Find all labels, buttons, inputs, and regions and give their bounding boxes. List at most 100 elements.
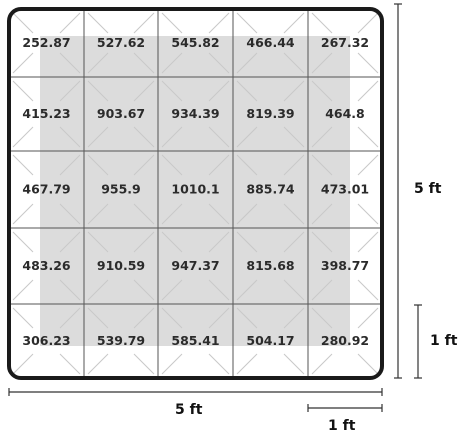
cell-diagonal — [12, 203, 34, 225]
cell-diagonal — [12, 12, 34, 34]
cell-diagonal — [208, 279, 230, 301]
cell-value: 306.23 — [22, 333, 70, 348]
cell-diagonal — [208, 353, 230, 375]
cell-diagonal — [208, 154, 230, 176]
cell-diagonal — [311, 154, 333, 176]
cell-diagonal — [87, 353, 109, 375]
cell-diagonal — [133, 307, 155, 329]
cell-diagonal — [87, 52, 109, 74]
cell-diagonal — [87, 307, 109, 329]
cell-diagonal — [357, 52, 379, 74]
cell-value: 934.39 — [171, 106, 219, 121]
unit-width-dimension: 1 ft — [307, 404, 383, 434]
cell-diagonal — [59, 353, 81, 375]
cell-value: 464.8 — [325, 106, 365, 121]
cell-diagonal — [161, 353, 183, 375]
cell-diagonal — [12, 154, 34, 176]
cell-diagonal — [357, 307, 379, 329]
cell-diagonal — [133, 353, 155, 375]
cell-diagonal — [283, 231, 305, 253]
cell-diagonal — [357, 12, 379, 34]
cell-diagonal — [12, 80, 34, 102]
cell-diagonal — [236, 279, 258, 301]
cell-value: 815.68 — [246, 258, 294, 273]
cell-value: 885.74 — [246, 182, 295, 197]
cell-value: 252.87 — [22, 35, 70, 50]
height-dimension-label: 5 ft — [414, 181, 442, 197]
cell-value: 467.79 — [22, 182, 70, 197]
cell-diagonal — [133, 203, 155, 225]
cell-diagonal — [59, 307, 81, 329]
cell-diagonal — [208, 307, 230, 329]
cell-diagonal — [133, 80, 155, 102]
cell-diagonal — [236, 12, 258, 34]
cell-diagonal — [161, 80, 183, 102]
cell-diagonal — [87, 126, 109, 148]
cell-diagonal — [283, 80, 305, 102]
cell-diagonal — [311, 279, 333, 301]
cell-diagonal — [87, 279, 109, 301]
cell-value: 539.79 — [97, 333, 145, 348]
cell-diagonal — [87, 80, 109, 102]
grid-lines-layer — [9, 9, 382, 378]
unit-width-dimension-label: 1 ft — [328, 418, 356, 434]
cell-diagonal — [283, 279, 305, 301]
cell-diagonal — [161, 154, 183, 176]
cell-value: 466.44 — [246, 35, 295, 50]
cell-diagonal — [59, 126, 81, 148]
cell-diagonal — [12, 353, 34, 375]
cell-diagonal — [357, 126, 379, 148]
cell-diagonal — [283, 154, 305, 176]
cell-diagonal — [283, 12, 305, 34]
cell-diagonal — [59, 52, 81, 74]
cell-value: 267.32 — [321, 35, 369, 50]
cell-diagonal — [12, 52, 34, 74]
cell-diagonal — [87, 203, 109, 225]
cell-diagonal — [87, 154, 109, 176]
unit-height-dimension: 1 ft — [414, 304, 458, 379]
cell-diagonal — [357, 231, 379, 253]
cell-value: 527.62 — [97, 35, 145, 50]
cell-diagonal — [283, 52, 305, 74]
cell-diagonal — [311, 126, 333, 148]
cell-diagonal — [87, 231, 109, 253]
cell-diagonal — [59, 203, 81, 225]
cell-diagonal — [283, 353, 305, 375]
cell-value: 280.92 — [321, 333, 369, 348]
cell-value: 473.01 — [321, 182, 369, 197]
cell-diagonal — [161, 307, 183, 329]
cell-diagonal — [357, 353, 379, 375]
cell-value: 504.17 — [246, 333, 294, 348]
cell-diagonal — [236, 307, 258, 329]
cell-diagonal — [236, 80, 258, 102]
cell-diagonal — [283, 126, 305, 148]
cell-diagonal — [208, 231, 230, 253]
cell-diagonal — [357, 80, 379, 102]
cell-diagonal — [87, 12, 109, 34]
cell-diagonal — [236, 353, 258, 375]
cell-value: 398.77 — [321, 258, 369, 273]
cell-value: 545.82 — [171, 35, 219, 50]
cell-diagonal — [357, 203, 379, 225]
cell-diagonal — [236, 231, 258, 253]
cell-diagonal — [236, 52, 258, 74]
cell-diagonal — [133, 154, 155, 176]
cell-diagonal — [133, 231, 155, 253]
cell-diagonal — [311, 307, 333, 329]
cell-value: 947.37 — [171, 258, 219, 273]
cell-diagonal — [208, 126, 230, 148]
cell-diagonal — [283, 307, 305, 329]
cell-diagonal — [208, 12, 230, 34]
cell-value: 955.9 — [101, 182, 141, 197]
cell-diagonal — [133, 126, 155, 148]
cell-diagonal — [133, 12, 155, 34]
cell-diagonal — [357, 154, 379, 176]
cell-diagonal — [12, 279, 34, 301]
cell-diagonal — [12, 231, 34, 253]
cell-diagonal — [208, 52, 230, 74]
cell-diagonal — [12, 307, 34, 329]
cell-diagonal — [161, 126, 183, 148]
cell-diagonal — [283, 203, 305, 225]
cell-value: 910.59 — [97, 258, 145, 273]
